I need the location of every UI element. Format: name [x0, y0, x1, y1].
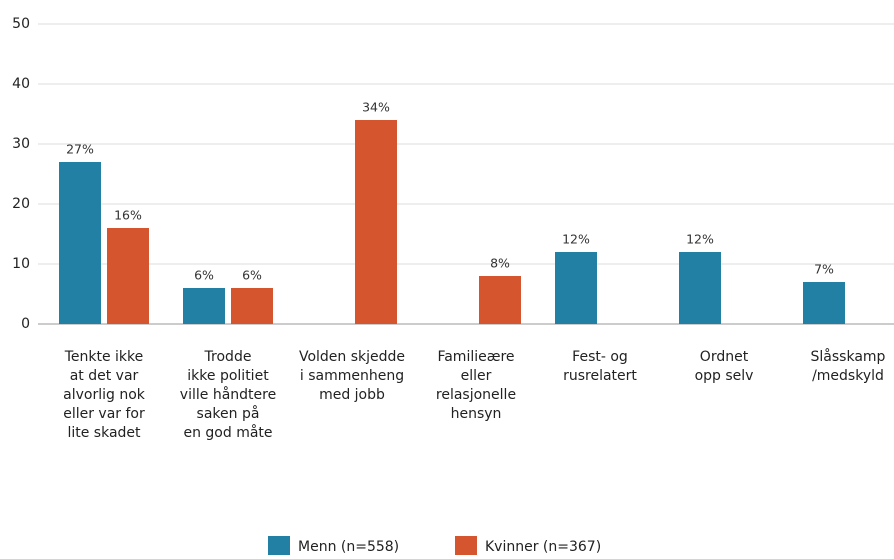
x-tick-label: hensyn — [451, 406, 502, 422]
bar — [59, 162, 101, 324]
x-tick-label: i sammenheng — [300, 368, 404, 384]
x-tick-label: Trodde — [204, 349, 252, 365]
y-tick-label: 30 — [12, 136, 30, 152]
x-tick-label: at det var — [70, 368, 139, 384]
x-tick-label: lite skadet — [67, 425, 141, 441]
y-tick-label: 20 — [12, 196, 30, 212]
x-tick-label: eller — [461, 368, 492, 384]
x-tick-label: saken på — [197, 405, 260, 422]
legend-swatch — [268, 536, 290, 558]
value-label: 34% — [362, 100, 390, 115]
x-tick-label: Familieære — [437, 349, 514, 365]
x-tick-label: relasjonelle — [436, 387, 516, 403]
value-label: 12% — [686, 232, 714, 247]
y-tick-label: 40 — [12, 76, 30, 92]
bar — [231, 288, 273, 324]
x-tick-label: en god måte — [183, 424, 272, 441]
x-tick-label: Slåsskamp — [811, 348, 886, 365]
value-label: 7% — [814, 262, 834, 277]
value-label: 8% — [490, 256, 510, 271]
legend-label: Menn (n=558) — [298, 539, 399, 555]
x-tick-label: eller var for — [63, 406, 145, 422]
x-tick-label: opp selv — [695, 368, 754, 384]
value-label: 6% — [194, 268, 214, 283]
bar — [355, 120, 397, 324]
bar — [803, 282, 845, 324]
bar — [479, 276, 521, 324]
x-tick-label: alvorlig nok — [63, 387, 146, 403]
y-tick-label: 0 — [21, 316, 30, 332]
x-tick-label: rusrelatert — [563, 368, 637, 384]
value-label: 27% — [66, 142, 94, 157]
x-tick-label: med jobb — [319, 387, 385, 403]
x-tick-label: Ordnet — [700, 349, 749, 365]
y-tick-label: 10 — [12, 256, 30, 272]
value-label: 12% — [562, 232, 590, 247]
value-label: 16% — [114, 208, 142, 223]
bar — [555, 252, 597, 324]
legend-label: Kvinner (n=367) — [485, 539, 601, 555]
y-tick-label: 50 — [12, 16, 30, 32]
bar — [679, 252, 721, 324]
value-label: 6% — [242, 268, 262, 283]
x-tick-label: Tenkte ikke — [64, 349, 144, 365]
x-tick-label: Fest- og — [572, 349, 628, 365]
legend-swatch — [455, 536, 477, 558]
x-tick-label: Volden skjedde — [299, 349, 405, 365]
x-tick-label: ikke politiet — [187, 368, 269, 384]
bar — [107, 228, 149, 324]
bar — [183, 288, 225, 324]
x-tick-label: ville håndtere — [180, 386, 276, 403]
x-tick-label: /medskyld — [812, 368, 884, 384]
